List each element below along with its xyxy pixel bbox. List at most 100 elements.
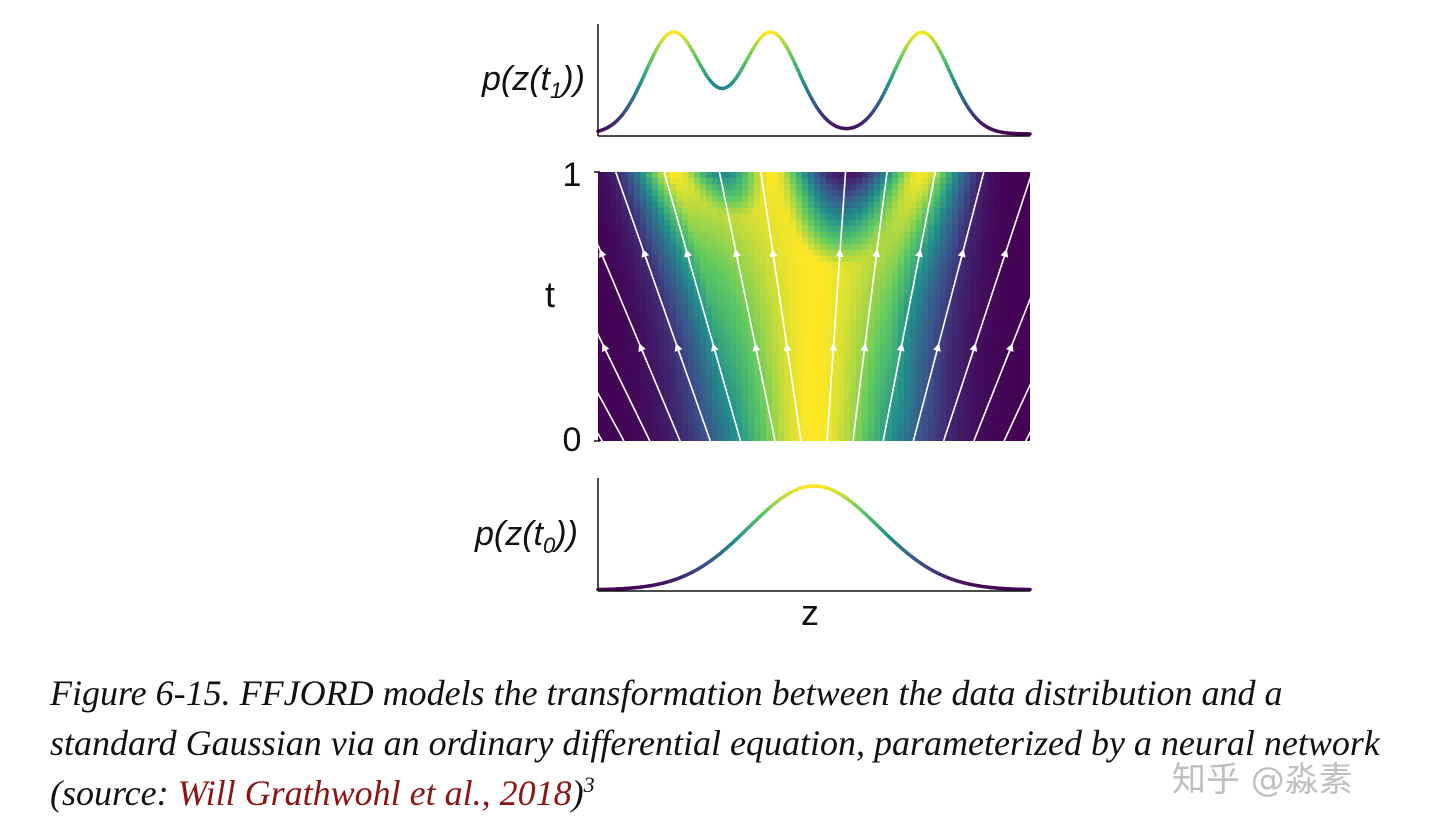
heatmap-cell xyxy=(676,327,683,334)
heatmap-cell xyxy=(874,201,881,209)
heatmap-cell xyxy=(1000,381,1007,388)
streamline xyxy=(826,172,847,441)
heatmap-cell xyxy=(904,243,911,251)
heatmap-cell xyxy=(880,285,887,293)
heatmap-cell xyxy=(832,237,839,245)
heatmap-cell xyxy=(862,321,869,329)
heatmap-cell xyxy=(598,243,605,251)
heatmap-cell xyxy=(622,303,629,311)
heatmap-cell xyxy=(898,177,905,185)
streamline-arrow xyxy=(602,343,612,361)
heatmap-cell xyxy=(772,429,779,436)
heatmap-cell xyxy=(850,291,857,299)
heatmap-cell xyxy=(760,291,767,299)
heatmap-cell xyxy=(946,399,953,406)
heatmap-cell xyxy=(880,345,887,352)
heatmap-cell xyxy=(694,345,701,352)
heatmap-cell xyxy=(838,345,845,352)
heatmap-cell xyxy=(1012,291,1019,299)
heatmap-cell xyxy=(892,195,899,203)
heatmap-cell xyxy=(622,177,629,185)
heatmap-cell xyxy=(814,345,821,352)
heatmap-cell xyxy=(700,381,707,388)
heatmap-cell xyxy=(682,399,689,406)
heatmap-cell xyxy=(826,363,833,370)
heatmap-cell xyxy=(934,231,941,239)
heatmap-cell xyxy=(862,237,869,245)
heatmap-cell xyxy=(760,261,767,269)
heatmap-cell xyxy=(778,387,785,394)
heatmap-cell xyxy=(832,225,839,233)
heatmap-cell xyxy=(622,231,629,239)
heatmap-cell xyxy=(910,369,917,376)
heatmap-cell xyxy=(1006,363,1013,370)
heatmap-cell xyxy=(808,237,815,245)
heatmap-cell xyxy=(700,405,707,412)
heatmap-cell xyxy=(856,225,863,233)
heatmap-cell xyxy=(994,279,1001,287)
heatmap-cell xyxy=(964,195,971,203)
heatmap-cell xyxy=(700,363,707,370)
heatmap-cell xyxy=(754,303,761,311)
heatmap-cell xyxy=(814,243,821,251)
heatmap-cell xyxy=(766,369,773,376)
heatmap-cell xyxy=(850,231,857,239)
heatmap-cell xyxy=(640,177,647,185)
heatmap-cell xyxy=(976,195,983,203)
heatmap-cell xyxy=(814,279,821,287)
heatmap-cell xyxy=(868,243,875,251)
heatmap-cell xyxy=(700,201,707,209)
heatmap-cell xyxy=(760,369,767,376)
heatmap-cell xyxy=(748,375,755,382)
heatmap-cell xyxy=(868,207,875,215)
heatmap-cell xyxy=(1018,423,1025,430)
heatmap-cell xyxy=(598,351,605,358)
heatmap-cell xyxy=(868,279,875,287)
heatmap-cell xyxy=(850,172,857,179)
heatmap-cell xyxy=(790,201,797,209)
heatmap-cell xyxy=(826,297,833,305)
footnote-marker[interactable]: 3 xyxy=(583,772,595,797)
heatmap-cell xyxy=(934,279,941,287)
heatmap-cell xyxy=(760,321,767,329)
heatmap-cell xyxy=(1006,309,1013,317)
heatmap-cell xyxy=(730,387,737,394)
heatmap-cell xyxy=(862,405,869,412)
heatmap-cell xyxy=(1006,423,1013,430)
heatmap-cell xyxy=(712,381,719,388)
heatmap-cell xyxy=(880,321,887,329)
heatmap-cell xyxy=(862,279,869,287)
heatmap-cell xyxy=(730,261,737,269)
heatmap-cell xyxy=(760,351,767,358)
heatmap-cell xyxy=(976,399,983,406)
heatmap-cell xyxy=(754,339,761,346)
heatmap-cell xyxy=(724,381,731,388)
heatmap-cell xyxy=(1012,387,1019,394)
heatmap-cell xyxy=(652,309,659,317)
heatmap-cell xyxy=(688,375,695,382)
heatmap-cell xyxy=(844,357,851,364)
heatmap-cell xyxy=(898,333,905,340)
source-link[interactable]: Will Grathwohl et al., 2018 xyxy=(177,773,572,813)
heatmap-cell xyxy=(784,177,791,185)
heatmap-cell xyxy=(994,429,1001,436)
heatmap-cell xyxy=(778,237,785,245)
heatmap-cell xyxy=(688,297,695,305)
heatmap-cell xyxy=(976,201,983,209)
heatmap-cell xyxy=(898,243,905,251)
heatmap-cell xyxy=(898,351,905,358)
heatmap-cell xyxy=(712,405,719,412)
heatmap-cell xyxy=(850,249,857,257)
heatmap-cell xyxy=(1006,327,1013,334)
heatmap-cell xyxy=(742,177,749,185)
heatmap-cell xyxy=(1024,423,1030,430)
heatmap-cell xyxy=(886,327,893,334)
heatmap-cell xyxy=(598,225,605,233)
heatmap-cell xyxy=(640,405,647,412)
heatmap-cell xyxy=(910,225,917,233)
heatmap-cell xyxy=(904,357,911,364)
heatmap-cell xyxy=(982,393,989,400)
heatmap-cell xyxy=(802,279,809,287)
heatmap-cell xyxy=(1006,369,1013,376)
heatmap-cell xyxy=(658,381,665,388)
